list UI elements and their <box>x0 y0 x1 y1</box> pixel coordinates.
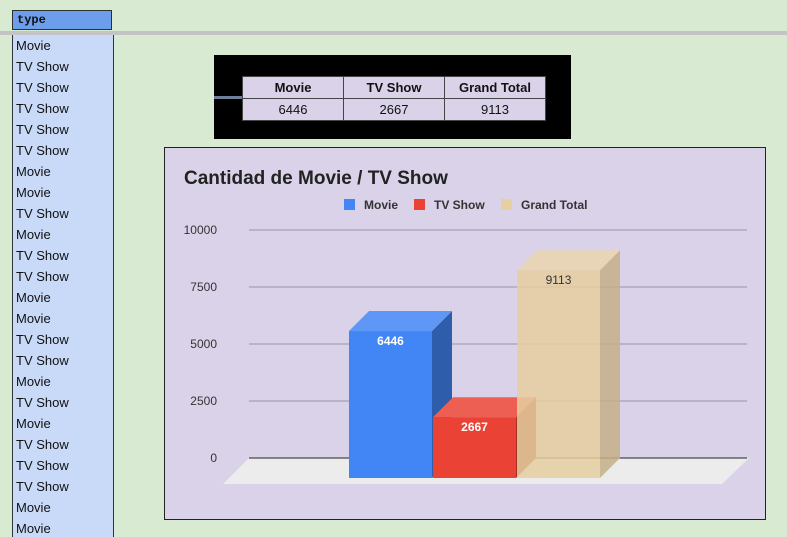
type-cell[interactable]: Movie <box>16 185 51 200</box>
type-cell[interactable]: Movie <box>16 374 51 389</box>
type-cell[interactable]: TV Show <box>16 101 69 116</box>
type-cell[interactable]: Movie <box>16 311 51 326</box>
pivot-value-tv-show[interactable]: 2667 <box>343 98 445 121</box>
chart-container[interactable]: Cantidad de Movie / TV Show Movie TV Show G… <box>164 147 766 520</box>
type-cell[interactable]: Movie <box>16 227 51 242</box>
type-column-cells: Movie TV Show TV Show TV Show TV Show TV Show… <box>12 35 114 537</box>
bar-grand-total <box>517 270 600 478</box>
bar-movie <box>349 331 432 478</box>
pivot-header-tv-show[interactable]: TV Show <box>343 76 445 99</box>
legend-label: TV Show <box>434 198 485 212</box>
bar-side-grand-total <box>600 250 620 478</box>
freeze-divider[interactable] <box>0 31 787 35</box>
type-cell[interactable]: Movie <box>16 416 51 431</box>
pivot-value-grand-total[interactable]: 9113 <box>444 98 546 121</box>
legend-swatch-grand-total <box>501 199 512 210</box>
column-header-type[interactable]: type <box>12 10 112 30</box>
type-cell[interactable]: TV Show <box>16 206 69 221</box>
type-cell[interactable]: Movie <box>16 38 51 53</box>
bar-top-grand-total <box>517 250 620 271</box>
type-cell[interactable]: Movie <box>16 521 51 536</box>
chart-title: Cantidad de Movie / TV Show <box>184 168 448 189</box>
type-cell[interactable]: TV Show <box>16 269 69 284</box>
legend-label: Movie <box>364 198 398 212</box>
pivot-table-container: Movie TV Show Grand Total 6446 2667 9113 <box>214 55 571 139</box>
type-cell[interactable]: TV Show <box>16 80 69 95</box>
y-tick-label: 5000 <box>190 337 217 351</box>
y-tick-label: 2500 <box>190 394 217 408</box>
bar-top-tv-show <box>433 397 536 418</box>
pivot-header-grand-total[interactable]: Grand Total <box>444 76 546 99</box>
pivot-connector-line <box>214 96 244 99</box>
type-cell[interactable]: Movie <box>16 500 51 515</box>
type-cell[interactable]: TV Show <box>16 143 69 158</box>
data-label-movie: 6446 <box>377 334 404 348</box>
bar-tv-show <box>433 417 516 478</box>
type-cell[interactable]: TV Show <box>16 395 69 410</box>
y-tick-label: 7500 <box>190 280 217 294</box>
legend-swatch-tv-show <box>414 199 425 210</box>
bar-top-movie <box>349 311 452 332</box>
pivot-table: Movie TV Show Grand Total 6446 2667 9113 <box>242 76 546 121</box>
type-cell[interactable]: Movie <box>16 164 51 179</box>
type-cell[interactable]: TV Show <box>16 332 69 347</box>
type-cell[interactable]: TV Show <box>16 437 69 452</box>
y-tick-label: 0 <box>210 451 217 465</box>
bar-chart-3d: Cantidad de Movie / TV Show Movie TV Show G… <box>184 168 749 484</box>
pivot-value-movie[interactable]: 6446 <box>242 98 344 121</box>
y-tick-label: 10000 <box>184 223 218 237</box>
legend-label: Grand Total <box>521 198 587 212</box>
data-label-grand-total: 9113 <box>546 273 572 287</box>
legend-swatch-movie <box>344 199 355 210</box>
type-cell[interactable]: TV Show <box>16 479 69 494</box>
type-cell[interactable]: TV Show <box>16 458 69 473</box>
type-cell[interactable]: Movie <box>16 290 51 305</box>
type-cell[interactable]: TV Show <box>16 59 69 74</box>
type-cell[interactable]: TV Show <box>16 248 69 263</box>
type-cell[interactable]: TV Show <box>16 122 69 137</box>
pivot-header-movie[interactable]: Movie <box>242 76 344 99</box>
data-label-tv-show: 2667 <box>461 420 488 434</box>
type-cell[interactable]: TV Show <box>16 353 69 368</box>
